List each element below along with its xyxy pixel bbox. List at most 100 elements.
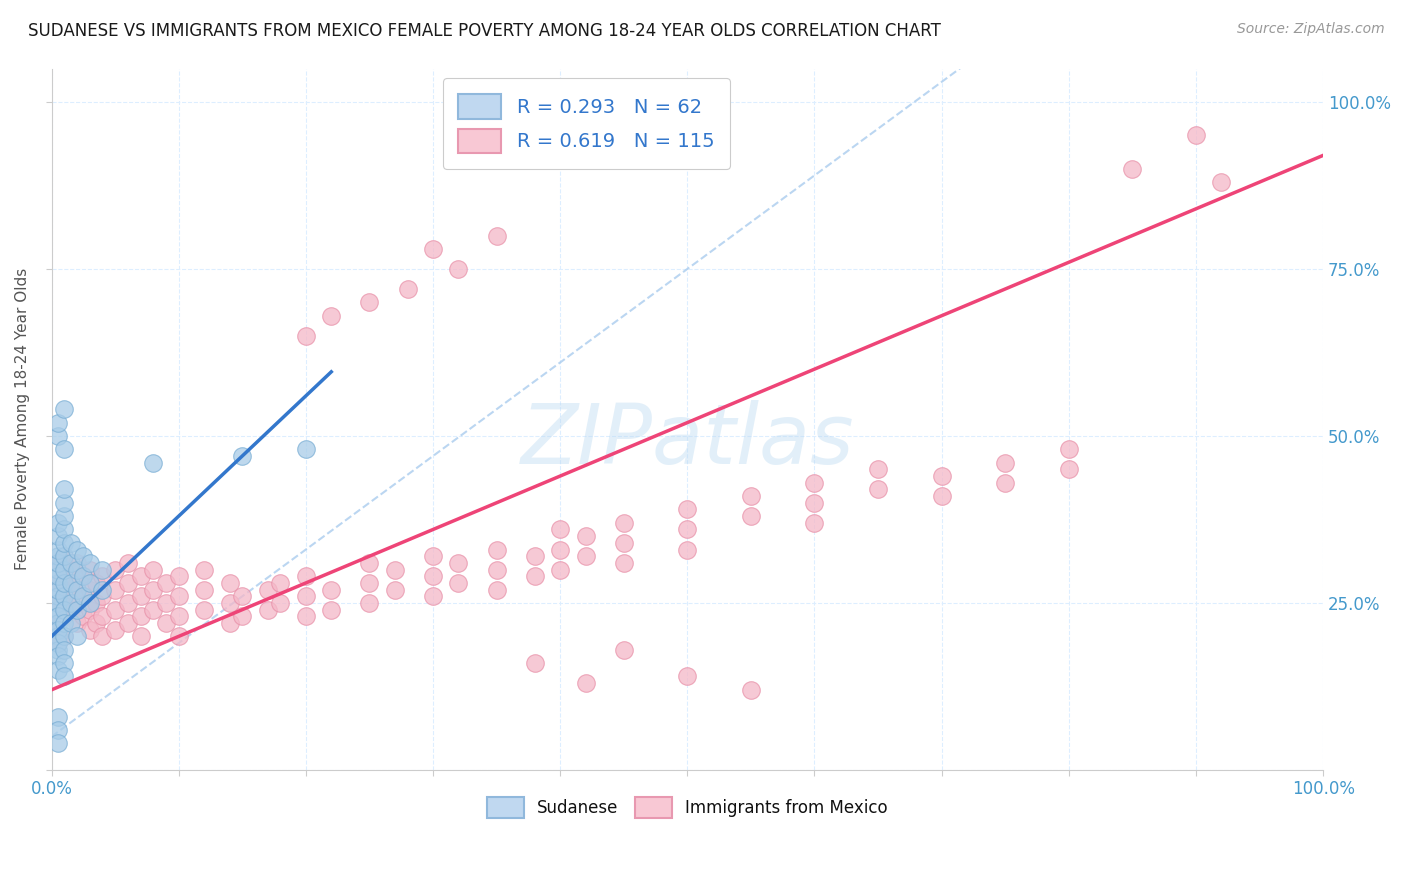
Point <box>53 549 76 564</box>
Point <box>84 615 107 630</box>
Point <box>46 556 69 570</box>
Point <box>613 556 636 570</box>
Point <box>66 629 89 643</box>
Point <box>72 569 94 583</box>
Point <box>269 596 291 610</box>
Point <box>53 629 76 643</box>
Point <box>523 569 546 583</box>
Point <box>269 576 291 591</box>
Point <box>321 309 343 323</box>
Point <box>53 656 76 670</box>
Point <box>91 563 114 577</box>
Point <box>422 549 444 564</box>
Point <box>155 596 177 610</box>
Point <box>575 529 598 543</box>
Point <box>46 563 69 577</box>
Point <box>1211 175 1233 189</box>
Point <box>548 542 571 557</box>
Point <box>46 596 69 610</box>
Point <box>53 442 76 457</box>
Point <box>46 649 69 664</box>
Point <box>218 615 240 630</box>
Point <box>256 602 278 616</box>
Point <box>46 556 69 570</box>
Point <box>53 523 76 537</box>
Point <box>384 582 406 597</box>
Point <box>66 615 89 630</box>
Point <box>91 569 114 583</box>
Point <box>72 589 94 603</box>
Point <box>53 615 76 630</box>
Point <box>142 582 165 597</box>
Point <box>295 569 318 583</box>
Point <box>740 509 762 524</box>
Point <box>59 596 82 610</box>
Point <box>1057 462 1080 476</box>
Point <box>1121 161 1143 176</box>
Point <box>231 449 253 463</box>
Point <box>79 556 101 570</box>
Point <box>79 576 101 591</box>
Point <box>422 569 444 583</box>
Point <box>523 656 546 670</box>
Text: Source: ZipAtlas.com: Source: ZipAtlas.com <box>1237 22 1385 37</box>
Point <box>613 516 636 530</box>
Point <box>485 582 508 597</box>
Point <box>53 602 76 616</box>
Point <box>447 262 470 277</box>
Point <box>447 556 470 570</box>
Point <box>66 563 89 577</box>
Point <box>53 569 76 583</box>
Point <box>46 615 69 630</box>
Point <box>575 549 598 564</box>
Point <box>66 542 89 557</box>
Point <box>53 563 76 577</box>
Point <box>46 416 69 430</box>
Point <box>142 563 165 577</box>
Point <box>84 576 107 591</box>
Point <box>59 556 82 570</box>
Point <box>321 582 343 597</box>
Point <box>46 549 69 564</box>
Point <box>79 623 101 637</box>
Point <box>321 602 343 616</box>
Point <box>53 402 76 417</box>
Point <box>613 642 636 657</box>
Point <box>740 682 762 697</box>
Point <box>523 549 546 564</box>
Y-axis label: Female Poverty Among 18-24 Year Olds: Female Poverty Among 18-24 Year Olds <box>15 268 30 570</box>
Point <box>485 228 508 243</box>
Point <box>46 642 69 657</box>
Point <box>803 516 825 530</box>
Point <box>46 542 69 557</box>
Point <box>193 582 215 597</box>
Point <box>548 523 571 537</box>
Point <box>46 569 69 583</box>
Point <box>676 502 699 516</box>
Point <box>46 623 69 637</box>
Legend: Sudanese, Immigrants from Mexico: Sudanese, Immigrants from Mexico <box>481 790 894 825</box>
Point <box>53 642 76 657</box>
Point <box>868 483 890 497</box>
Point <box>72 589 94 603</box>
Point <box>91 589 114 603</box>
Point <box>167 589 190 603</box>
Point <box>359 556 381 570</box>
Point <box>59 536 82 550</box>
Point <box>46 636 69 650</box>
Point <box>46 709 69 723</box>
Point <box>59 576 82 591</box>
Point <box>104 623 127 637</box>
Point <box>59 582 82 597</box>
Point <box>104 563 127 577</box>
Point <box>66 556 89 570</box>
Point <box>676 542 699 557</box>
Point <box>575 676 598 690</box>
Point <box>740 489 762 503</box>
Point <box>117 556 139 570</box>
Point <box>53 609 76 624</box>
Point <box>803 475 825 490</box>
Point <box>447 576 470 591</box>
Point <box>295 442 318 457</box>
Point <box>676 669 699 683</box>
